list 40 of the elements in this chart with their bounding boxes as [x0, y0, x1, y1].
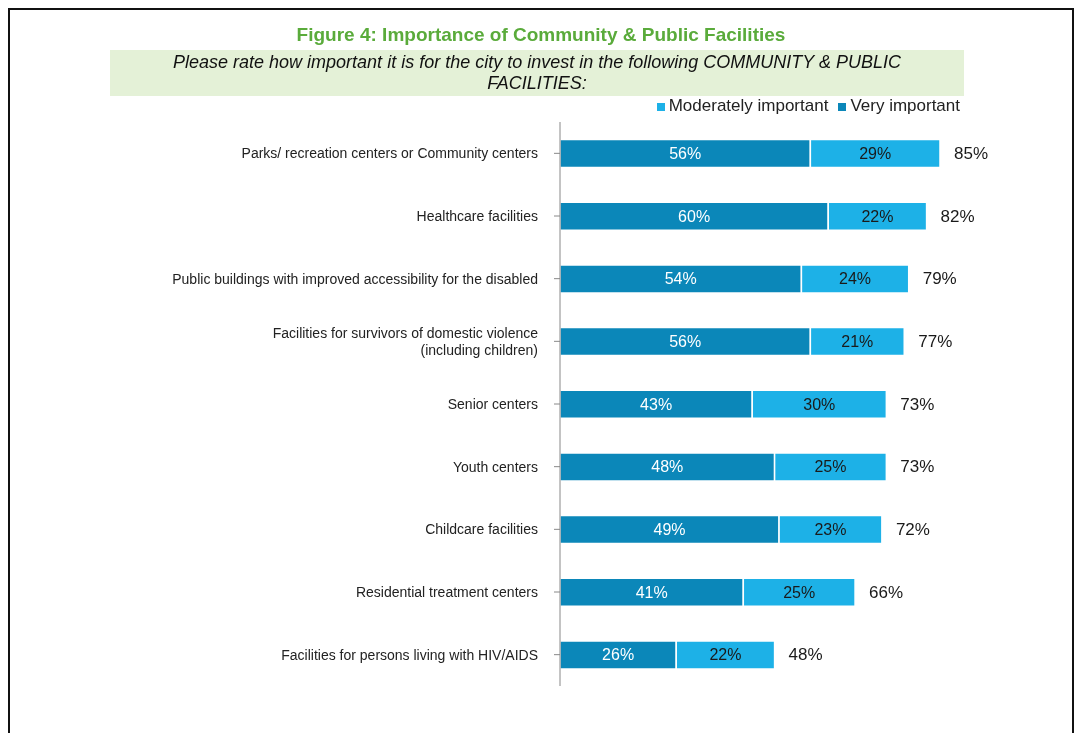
legend-label: Moderately important: [668, 96, 829, 115]
y-tick-label: Public buildings with improved accessibility for the disabled: [172, 270, 538, 287]
total-label: 85%: [954, 144, 989, 164]
total-label: 73%: [900, 457, 935, 477]
total-label: 79%: [922, 269, 957, 289]
total-label: 72%: [895, 520, 930, 540]
data-label: 54%: [664, 270, 697, 288]
data-label: 56%: [669, 333, 702, 351]
data-label: 26%: [602, 646, 635, 664]
y-tick-label: Childcare facilities: [425, 521, 538, 538]
data-label: 29%: [859, 145, 892, 163]
data-label: 25%: [783, 583, 816, 601]
data-label: 22%: [861, 207, 894, 225]
data-label: 21%: [841, 333, 874, 351]
data-label: 24%: [839, 270, 872, 288]
chart-subtitle: Please rate how important it is for the city to invest in the following COMMUNITY & PUBLIC FACILITIES:: [110, 50, 964, 96]
total-label: 48%: [788, 645, 823, 665]
data-label: 49%: [653, 521, 686, 539]
y-tick-label: Senior centers: [447, 396, 538, 412]
total-label: 77%: [918, 332, 953, 352]
data-label: 43%: [640, 395, 673, 413]
data-label: 60%: [678, 207, 711, 225]
total-label: 73%: [900, 394, 935, 414]
y-tick-label: Youth centers: [452, 458, 538, 475]
data-label: 22%: [709, 646, 742, 664]
y-tick-label: Residential treatment centers: [355, 584, 538, 600]
data-label: 41%: [635, 583, 668, 601]
data-label: 25%: [814, 458, 847, 476]
data-label: 30%: [803, 395, 836, 413]
legend-label: Very important: [850, 96, 960, 115]
y-tick-label: Healthcare facilities: [416, 208, 538, 224]
data-label: 56%: [669, 145, 702, 163]
y-tick-label: Parks/ recreation centers or Community centers: [241, 145, 538, 162]
data-label: 48%: [651, 458, 684, 476]
total-label: 82%: [940, 206, 975, 226]
total-label: 66%: [869, 582, 904, 602]
chart-title: Figure 4: Importance of Community & Public Facilities: [295, 24, 787, 46]
y-tick-label: Facilities for persons living with HIV/AIDS: [281, 646, 538, 663]
data-label: 23%: [814, 521, 847, 539]
y-tick-label: Facilities for survivors of domestic violence (including children): [272, 324, 539, 358]
